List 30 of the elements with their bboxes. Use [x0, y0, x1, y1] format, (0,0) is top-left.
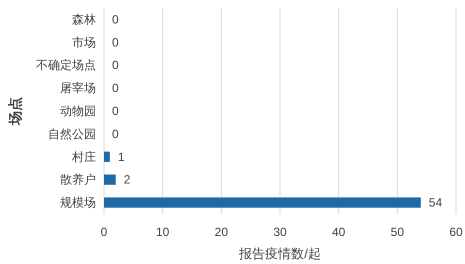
data-label: 0: [112, 58, 119, 72]
y-tick-label: 散养户: [60, 172, 96, 187]
x-tick-label: 20: [214, 225, 228, 239]
data-label: 0: [112, 12, 119, 26]
data-label: 0: [112, 104, 119, 118]
bar: [104, 174, 116, 185]
y-axis-title: 场点: [7, 97, 23, 126]
bar: [104, 152, 110, 162]
x-tick-label: 10: [156, 225, 170, 239]
data-label: 0: [112, 126, 119, 141]
x-tick-label: 40: [332, 225, 346, 239]
x-tick-label: 50: [390, 225, 404, 239]
x-tick-label: 30: [273, 225, 287, 239]
data-label: 1: [118, 150, 125, 164]
y-tick-label: 规模场: [60, 196, 96, 210]
bar: [104, 197, 421, 208]
data-label: 2: [124, 172, 131, 187]
x-tick-label: 0: [100, 225, 108, 239]
y-tick-label: 森林: [72, 12, 96, 26]
y-tick-label: 不确定场点: [36, 58, 96, 72]
data-label: 54: [428, 196, 442, 210]
x-tick-label: 60: [449, 225, 463, 239]
y-tick-label: 自然公园: [48, 126, 96, 141]
y-tick-label: 屠宰场: [60, 81, 96, 96]
y-tick-label: 动物园: [60, 104, 96, 118]
data-label: 0: [112, 81, 119, 96]
y-tick-label: 市场: [72, 35, 96, 50]
y-tick-label: 村庄: [71, 150, 96, 164]
x-axis-title: 报告疫情数/起: [238, 246, 321, 261]
data-label: 0: [112, 35, 119, 50]
